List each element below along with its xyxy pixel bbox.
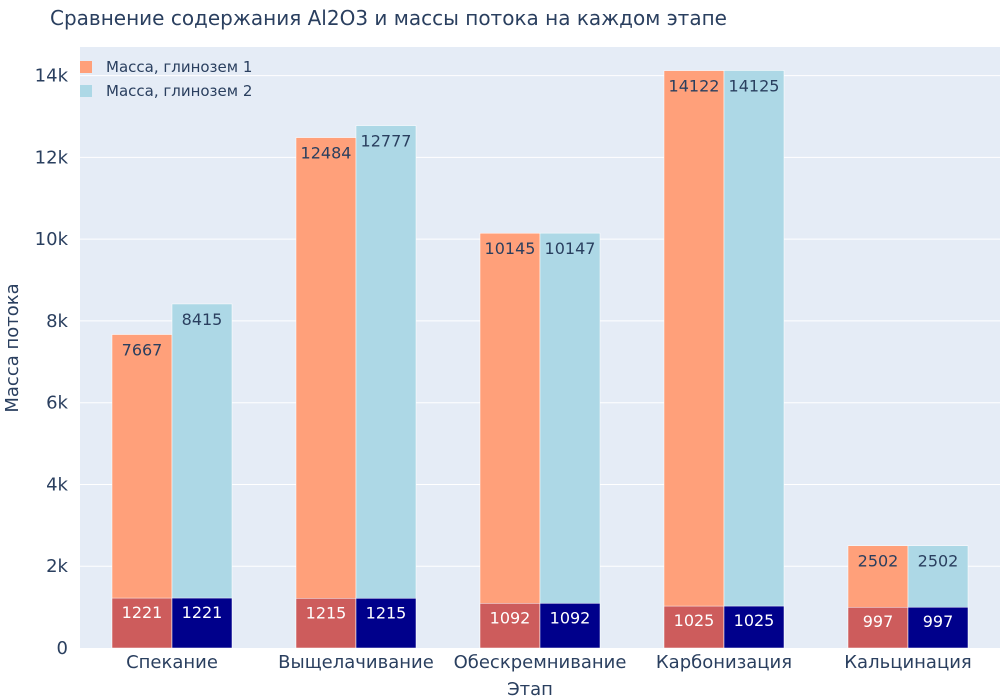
overlay-value-label: 997 <box>863 612 894 631</box>
x-tick-label: Обескремнивание <box>454 652 627 673</box>
bars-layer <box>111 70 969 649</box>
bar-value-label: 14122 <box>669 77 720 96</box>
bar-value-label: 12777 <box>361 132 412 151</box>
x-tick-label: Спекание <box>126 652 218 673</box>
legend[interactable]: Масса, глинозем 1 Масса, глинозем 2 <box>80 58 252 100</box>
overlay-value-label: 1221 <box>122 603 163 622</box>
chart-title: Сравнение содержания Al2O3 и массы поток… <box>50 6 727 30</box>
overlay-bar-1[interactable] <box>295 598 357 649</box>
overlay-value-label: 1092 <box>490 608 531 627</box>
y-tick-label: 4k <box>46 474 68 495</box>
overlay-value-label: 997 <box>923 612 954 631</box>
x-axis-ticks: Спекание Выщелачивание Обескремнивание Карб… <box>126 652 972 673</box>
bar-value-label: 10147 <box>545 239 596 258</box>
bar-value-label: 10145 <box>485 239 536 258</box>
overlay-value-label: 1092 <box>550 608 591 627</box>
bar-value-label: 12484 <box>301 144 352 163</box>
legend-swatch-1[interactable] <box>80 61 92 73</box>
overlay-bar-1[interactable] <box>847 606 909 649</box>
overlay-bar-1[interactable] <box>479 603 541 649</box>
x-tick-label: Выщелачивание <box>278 652 434 673</box>
bar-value-label: 8415 <box>182 310 223 329</box>
y-tick-label: 12k <box>35 147 69 168</box>
bar-series-1[interactable] <box>479 232 541 649</box>
bar-series-1[interactable] <box>111 334 173 649</box>
overlay-value-label: 1221 <box>182 603 223 622</box>
overlay-value-label: 1215 <box>306 603 347 622</box>
bar-value-label: 2502 <box>858 552 899 571</box>
y-tick-label: 10k <box>35 229 69 250</box>
bar-labels-layer: 7667 1221 8415 1221 12484 1215 12777 1215 10145 1… <box>122 77 959 632</box>
legend-swatch-2[interactable] <box>80 85 92 97</box>
overlay-bar-1[interactable] <box>663 605 725 649</box>
bar-series-2[interactable] <box>355 125 417 649</box>
y-tick-label: 2k <box>46 556 68 577</box>
overlay-value-label: 1025 <box>734 611 775 630</box>
overlay-bar-2[interactable] <box>907 606 969 649</box>
y-tick-label: 14k <box>35 66 69 87</box>
overlay-value-label: 1025 <box>674 611 715 630</box>
legend-label-2[interactable]: Масса, глинозем 2 <box>106 82 252 100</box>
overlay-bar-2[interactable] <box>723 605 785 649</box>
x-tick-label: Карбонизация <box>656 652 792 673</box>
legend-label-1[interactable]: Масса, глинозем 1 <box>106 58 252 76</box>
y-tick-label: 0 <box>57 638 68 659</box>
y-axis-title: Масса потока <box>2 283 23 412</box>
bar-series-2[interactable] <box>171 303 233 649</box>
y-axis-ticks: 0 2k 4k 6k 8k 10k 12k 14k <box>35 66 69 659</box>
overlay-bar-1[interactable] <box>111 597 173 649</box>
overlay-bar-2[interactable] <box>539 603 601 649</box>
y-tick-label: 6k <box>46 393 68 414</box>
y-tick-label: 8k <box>46 311 68 332</box>
x-tick-label: Кальцинация <box>844 652 971 673</box>
bar-value-label: 2502 <box>918 552 959 571</box>
bar-series-1[interactable] <box>663 70 725 649</box>
overlay-bar-2[interactable] <box>171 597 233 649</box>
bar-value-label: 14125 <box>729 77 780 96</box>
bar-series-2[interactable] <box>723 70 785 649</box>
bar-series-1[interactable] <box>295 137 357 649</box>
overlay-bar-2[interactable] <box>355 598 417 649</box>
bar-series-2[interactable] <box>539 232 601 649</box>
overlay-value-label: 1215 <box>366 603 407 622</box>
x-axis-title: Этап <box>507 679 553 700</box>
bar-value-label: 7667 <box>122 341 163 360</box>
